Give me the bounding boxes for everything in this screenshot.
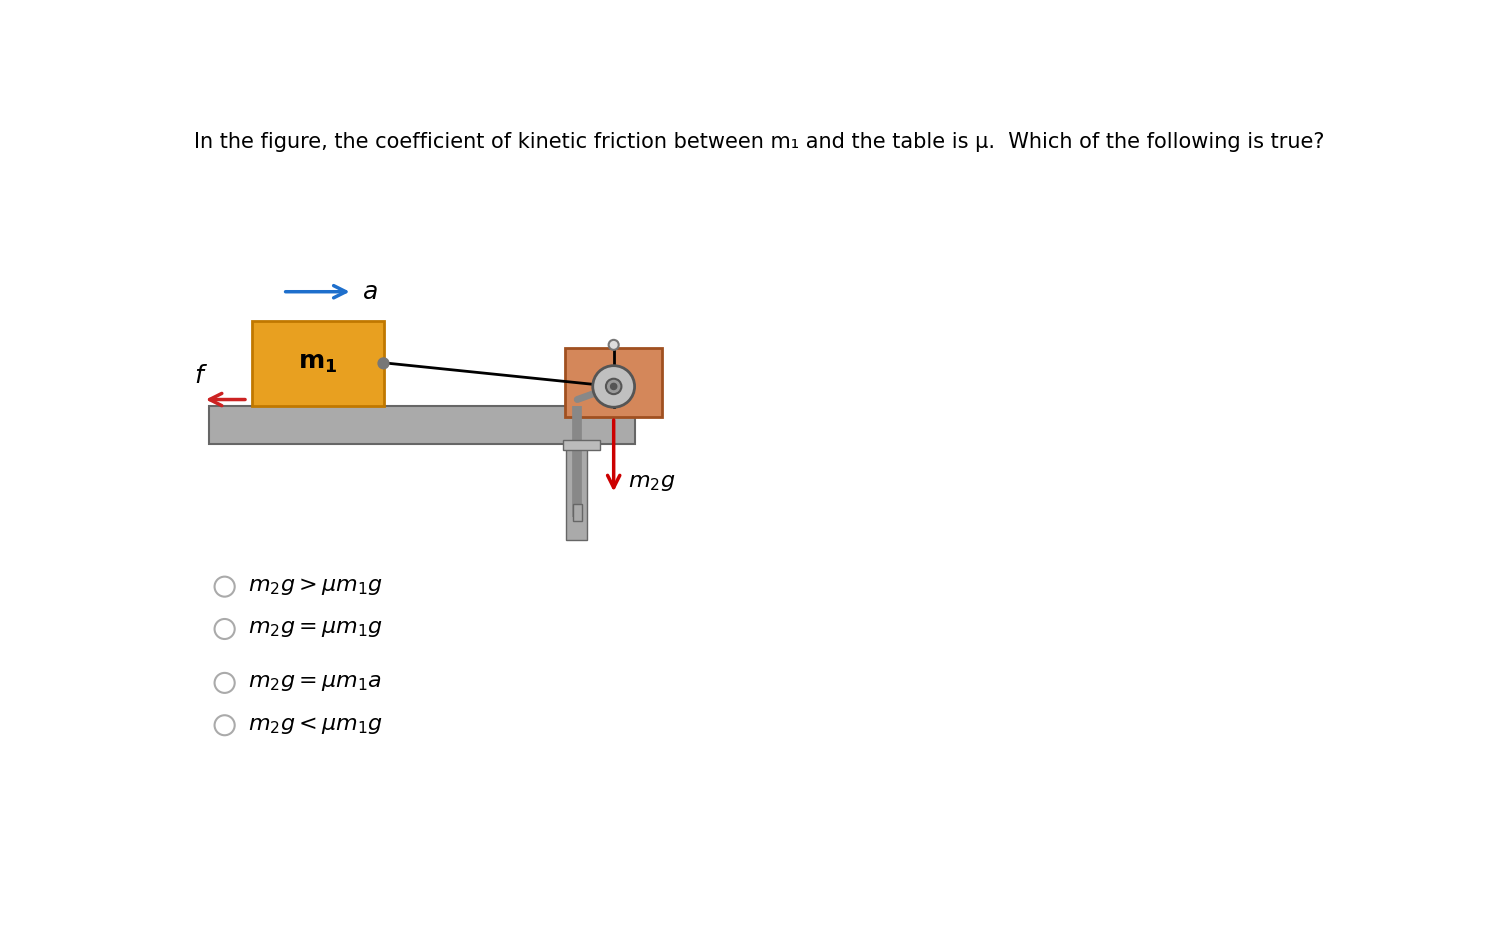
Text: $m_2g$: $m_2g$ [628, 473, 675, 492]
Circle shape [214, 619, 235, 639]
Bar [210, 405, 635, 445]
Bar [565, 445, 587, 540]
Text: $m_2g >\mu m_1g$: $m_2g >\mu m_1g$ [248, 577, 384, 597]
Bar [564, 440, 601, 450]
Text: $a$: $a$ [361, 280, 378, 303]
Circle shape [611, 384, 617, 389]
Circle shape [214, 577, 235, 596]
Circle shape [378, 358, 390, 369]
Text: $m_2g = \mu m_1g$: $m_2g = \mu m_1g$ [248, 619, 384, 639]
Circle shape [593, 366, 635, 407]
Bar [572, 505, 581, 521]
Circle shape [214, 673, 235, 693]
Text: $f$: $f$ [193, 364, 208, 388]
Circle shape [214, 715, 235, 736]
Bar [565, 348, 662, 417]
Text: $\mathbf{m_1}$: $\mathbf{m_1}$ [297, 351, 338, 375]
Circle shape [605, 379, 622, 394]
Circle shape [608, 340, 619, 350]
Text: In the figure, the coefficient of kinetic friction between m₁ and the table is μ: In the figure, the coefficient of kineti… [195, 132, 1325, 153]
Bar [251, 321, 384, 405]
Text: $m_2g < \mu m_1g$: $m_2g < \mu m_1g$ [248, 715, 384, 736]
Text: $\mathbf{m_2}$: $\mathbf{m_2}$ [595, 371, 633, 395]
Text: $m_2g = \mu m_1a$: $m_2g = \mu m_1a$ [248, 673, 382, 693]
